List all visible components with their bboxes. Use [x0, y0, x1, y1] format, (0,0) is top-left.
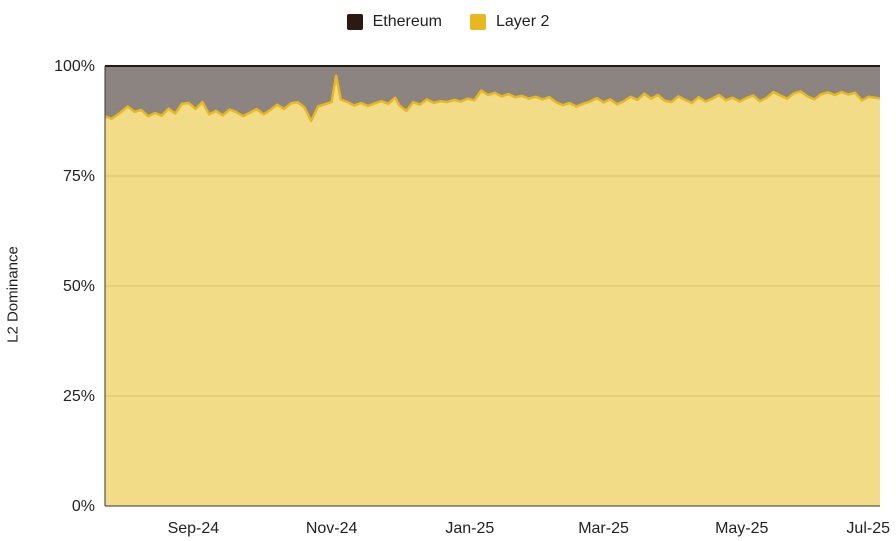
legend-swatch-ethereum	[346, 14, 363, 30]
legend-label-ethereum: Ethereum	[372, 13, 442, 30]
legend-label-layer2: Layer 2	[496, 13, 550, 30]
legend-item-layer2[interactable]: Layer 2	[470, 13, 549, 31]
x-tick-label: Jan-25	[445, 520, 494, 537]
y-tick-label: 0%	[72, 498, 95, 515]
x-tick-label: Jul-25	[846, 520, 890, 537]
x-tick-label: Mar-25	[578, 520, 629, 537]
legend-item-ethereum[interactable]: Ethereum	[346, 13, 442, 31]
x-tick-label: Nov-24	[306, 520, 358, 537]
chart-legend: Ethereum Layer 2	[0, 13, 896, 31]
y-tick-label: 50%	[63, 278, 95, 295]
area-layer2	[105, 75, 880, 506]
y-tick-label: 75%	[63, 168, 95, 185]
x-tick-label: Sep-24	[168, 520, 220, 537]
x-tick-label: May-25	[715, 520, 768, 537]
legend-swatch-layer2	[470, 14, 486, 30]
y-tick-label: 100%	[54, 58, 95, 75]
line-layer2	[104, 74, 881, 123]
y-tick-label: 25%	[63, 388, 95, 405]
